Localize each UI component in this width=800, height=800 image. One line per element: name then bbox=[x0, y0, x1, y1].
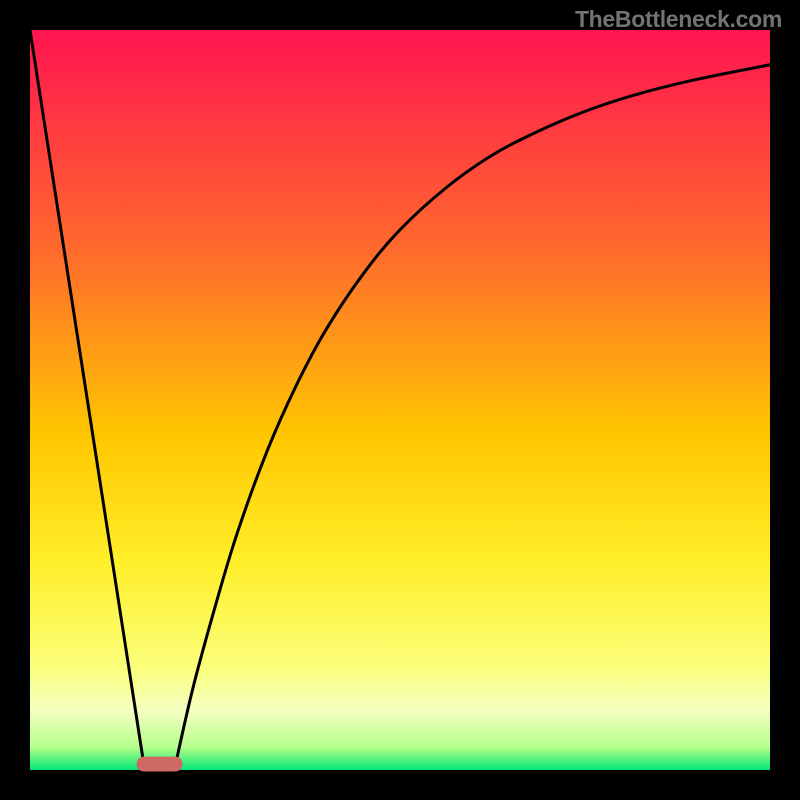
chart-container: { "watermark": { "text": "TheBottleneck.… bbox=[0, 0, 800, 800]
bottleneck-chart bbox=[0, 0, 800, 800]
optimal-range-pill bbox=[137, 757, 183, 772]
watermark-text: TheBottleneck.com bbox=[575, 6, 782, 33]
chart-background bbox=[30, 30, 770, 770]
